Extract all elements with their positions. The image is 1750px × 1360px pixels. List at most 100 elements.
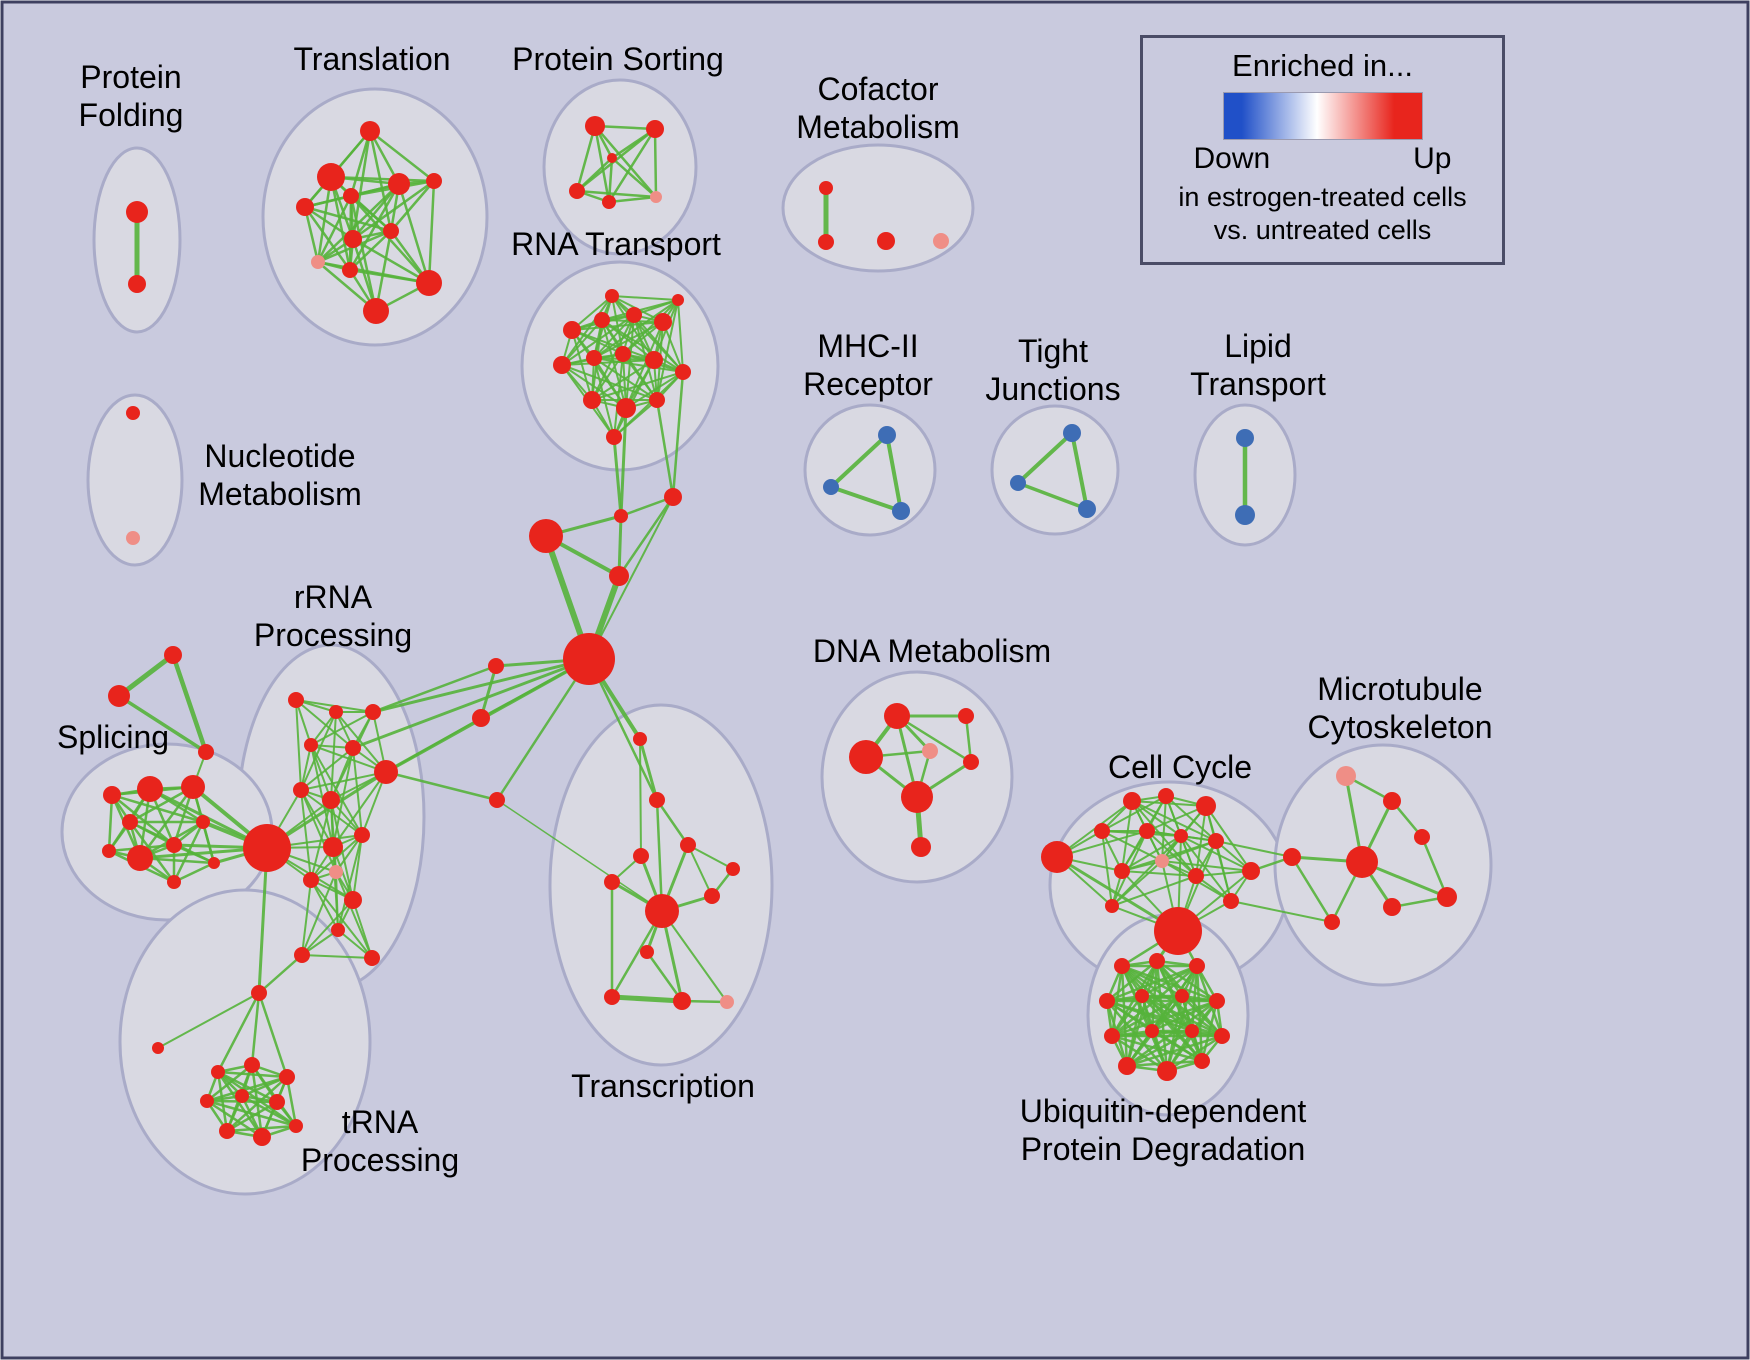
- network-edge: [397, 182, 431, 285]
- cluster-label-rna-transport: RNA Transport: [511, 226, 721, 262]
- cluster-label-cell-cycle: Cell Cycle: [1108, 749, 1252, 785]
- network-edge: [625, 371, 684, 409]
- cluster-label-lipid-transport: Lipid Transport: [1190, 328, 1326, 402]
- network-edge: [607, 156, 614, 204]
- network-edge: [329, 175, 436, 183]
- network-node-ps4: [602, 195, 616, 209]
- network-node-rt13: [616, 398, 636, 418]
- network-edge: [1016, 431, 1074, 485]
- network-edge: [1105, 964, 1199, 1003]
- cluster-label-trna-processing: tRNA Processing: [301, 1104, 459, 1178]
- network-edge: [561, 295, 613, 366]
- network-edge: [619, 406, 628, 518]
- cluster-label-nucleotide-metabolism: Nucleotide Metabolism: [198, 438, 362, 512]
- network-edge: [348, 268, 431, 285]
- network-node-tc5: [604, 874, 620, 890]
- network-node-d3: [922, 743, 938, 759]
- network-node-rr4: [304, 738, 318, 752]
- network-node-rt4: [626, 307, 642, 323]
- network-node-ps2: [646, 120, 664, 138]
- network-edge: [349, 194, 378, 313]
- network-node-cc5: [1094, 823, 1110, 839]
- network-node-tchub: [645, 894, 679, 928]
- network-node-rt11: [675, 364, 691, 380]
- cluster-label-tight-junctions: Tight Junctions: [985, 333, 1120, 407]
- network-edge: [1161, 795, 1167, 862]
- network-edge: [128, 785, 195, 824]
- network-edge: [588, 496, 674, 660]
- network-edge: [1150, 999, 1219, 1033]
- network-node-u1: [1114, 958, 1130, 974]
- network-edge: [374, 229, 393, 313]
- network-edge: [655, 798, 690, 847]
- network-node-tn7: [219, 1123, 235, 1139]
- network-edge: [1180, 994, 1224, 1038]
- network-node-u13: [1157, 1061, 1177, 1081]
- cluster-label-rrna-processing: rRNA Processing: [254, 579, 412, 653]
- network-edge: [1131, 800, 1182, 837]
- network-edge: [661, 910, 728, 1003]
- cluster-label-protein-folding: Protein Folding: [79, 59, 184, 133]
- network-node-tc9: [673, 992, 691, 1010]
- network-node-ps3: [569, 183, 585, 199]
- cluster-label-ubiquitin-degradation: Ubiquitin-dependent Protein Degradation: [1020, 1093, 1307, 1167]
- network-node-u9: [1145, 1024, 1159, 1038]
- network-edge: [653, 127, 658, 199]
- network-node-u14: [1194, 1053, 1210, 1069]
- network-edge: [301, 899, 354, 956]
- network-edge: [205, 1099, 264, 1139]
- network-node-tn3: [279, 1069, 295, 1085]
- network-edge: [335, 871, 373, 959]
- network-node-sp10: [208, 857, 220, 869]
- network-node-rt12: [583, 391, 601, 409]
- network-node-x1: [664, 488, 682, 506]
- network-edge: [1111, 860, 1163, 907]
- network-edge: [368, 129, 436, 183]
- network-edge: [300, 747, 354, 791]
- network-node-cc8: [1208, 833, 1224, 849]
- network-node-tc2: [649, 792, 665, 808]
- network-edge: [591, 353, 624, 401]
- network-edge: [351, 237, 431, 285]
- network-node-tc8: [604, 989, 620, 1005]
- network-edge: [250, 991, 261, 1067]
- network-node-d6: [901, 781, 933, 813]
- network-edge: [561, 319, 603, 366]
- network-edge: [389, 179, 436, 233]
- network-edge: [671, 370, 685, 499]
- network-edge: [593, 124, 657, 131]
- network-edge: [332, 747, 354, 848]
- network-edge: [612, 435, 623, 518]
- network-edge: [829, 433, 889, 489]
- network-node-rr13: [331, 923, 345, 937]
- network-node-tn4: [200, 1094, 214, 1108]
- network-node-d7: [911, 837, 931, 857]
- network-edge: [349, 129, 372, 198]
- network-edge: [575, 189, 658, 199]
- network-node-hub: [563, 633, 615, 685]
- network-edge: [330, 711, 337, 801]
- network-node-u10: [1185, 1024, 1199, 1038]
- network-node-tc7: [726, 862, 740, 876]
- network-node-cc1: [1041, 841, 1073, 873]
- network-edge: [351, 179, 436, 241]
- network-edge: [301, 871, 337, 956]
- network-node-lt1: [1236, 429, 1254, 447]
- network-node-y3: [489, 792, 505, 808]
- network-node-cm2: [818, 234, 834, 250]
- network-edge: [205, 1075, 289, 1103]
- network-node-rr10: [354, 827, 370, 843]
- network-edge: [829, 485, 903, 513]
- network-edge: [201, 820, 216, 865]
- legend-down-label: Down: [1193, 142, 1271, 175]
- legend-scale-labels: Down Up: [1194, 142, 1452, 176]
- cluster-ellipse-microtubule-cytoskeleton: [1273, 743, 1493, 987]
- network-node-d5: [963, 754, 979, 770]
- network-edge: [1146, 830, 1197, 877]
- network-node-sp8: [196, 815, 210, 829]
- network-edge: [645, 950, 684, 1003]
- network-edge: [337, 834, 363, 931]
- network-edge: [1105, 959, 1159, 1003]
- network-edge: [300, 771, 387, 791]
- network-node-t7: [311, 255, 325, 269]
